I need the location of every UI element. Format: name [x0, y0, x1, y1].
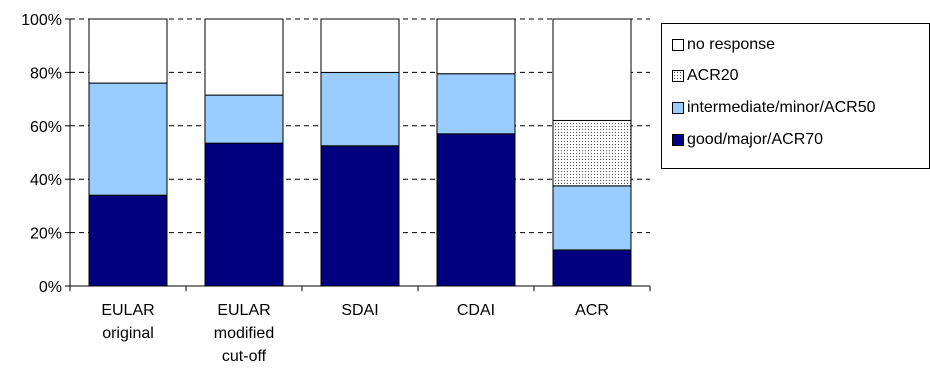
legend-label-no-response: no response [687, 36, 776, 53]
x-category-label: modified [214, 325, 274, 342]
bar-segment-intermediate-minor-acr50 [552, 185, 632, 251]
x-category-label: EULAR [217, 302, 270, 319]
legend-item-good: good/major/ACR70 [672, 130, 823, 150]
bars [88, 18, 632, 287]
bar-segment-good-major-acr70 [88, 194, 168, 287]
axis-labels: 0% 20% 40% 60% 80% 100% EULAR original EULAR modi… [21, 12, 609, 365]
legend: no response ACR20 intermediate/minor/ACR… [661, 23, 930, 169]
bar-segment-acr20 [552, 119, 632, 187]
bar-segment-intermediate-minor-acr50 [320, 71, 400, 147]
legend-swatch-good [672, 134, 684, 146]
x-category-label: ACR [575, 302, 609, 319]
legend-label-good: good/major/ACR70 [687, 131, 824, 148]
y-tick-label: 100% [21, 12, 62, 29]
legend-swatch-intermediate [672, 102, 684, 114]
x-category-label: EULAR [101, 302, 154, 319]
legend-swatch-no-response [672, 39, 684, 51]
bar-segment-no-response [436, 18, 516, 75]
y-tick-label: 0% [39, 279, 62, 296]
bar-segment-no-response [552, 18, 632, 121]
bar-segment-no-response [320, 18, 400, 73]
bar-segment-no-response [204, 18, 284, 96]
x-category-label: original [102, 325, 154, 342]
legend-item-intermediate: intermediate/minor/ACR50 [672, 98, 876, 118]
x-category-label: CDAI [457, 302, 495, 319]
y-tick-label: 20% [30, 226, 62, 243]
y-tick-label: 60% [30, 119, 62, 136]
bar-segment-intermediate-minor-acr50 [436, 73, 516, 135]
bar-segment-good-major-acr70 [436, 133, 516, 287]
legend-label-acr20: ACR20 [687, 67, 739, 84]
axes [65, 18, 651, 291]
legend-item-acr20: ACR20 [672, 66, 739, 86]
bar-segment-intermediate-minor-acr50 [88, 82, 168, 196]
y-tick-label: 40% [30, 172, 62, 189]
legend-label-intermediate: intermediate/minor/ACR50 [687, 99, 876, 116]
bar-segment-no-response [88, 18, 168, 84]
bar-segment-intermediate-minor-acr50 [204, 94, 284, 144]
bar-segment-good-major-acr70 [204, 142, 284, 287]
x-category-label: cut-off [222, 348, 267, 365]
legend-swatch-acr20 [672, 70, 684, 82]
x-category-label: SDAI [341, 302, 378, 319]
bar-segment-good-major-acr70 [320, 145, 400, 287]
legend-item-no-response: no response [672, 35, 775, 55]
bar-segment-good-major-acr70 [552, 249, 632, 287]
y-tick-label: 80% [30, 65, 62, 82]
